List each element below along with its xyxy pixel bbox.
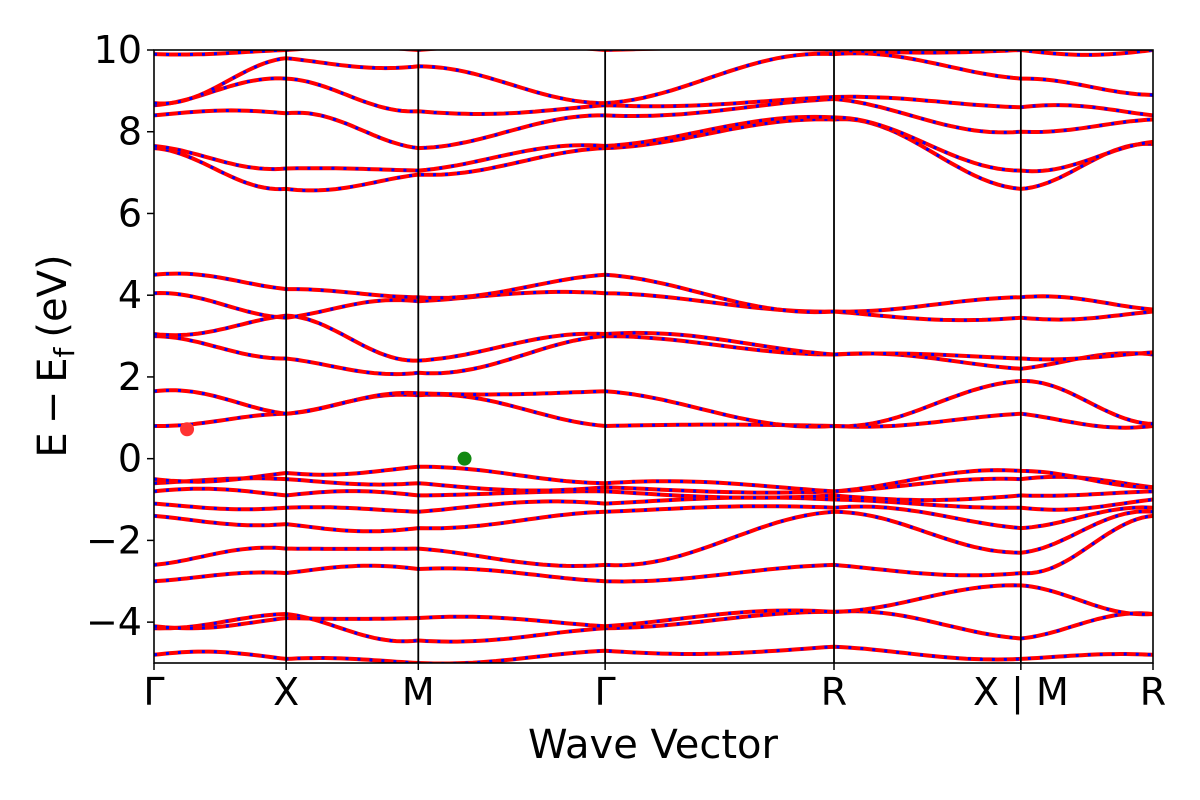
band-spin-down <box>154 379 1153 429</box>
band-spin-down <box>154 117 1153 192</box>
x-axis-ticks: Γ X M Γ R X | M R <box>143 663 1166 715</box>
x-tick-label: R <box>1140 670 1166 714</box>
y-tick-label: 8 <box>118 110 142 154</box>
extrema-markers <box>180 422 472 466</box>
y-axis-title: E−Ef(eV) <box>30 254 81 457</box>
band-spin-up <box>154 334 1153 377</box>
band-spin-up <box>154 644 1153 663</box>
x-tick-label: Γ <box>595 670 616 714</box>
y-tick-label: 6 <box>118 191 142 235</box>
y-tick-label: 10 <box>94 28 142 72</box>
band-spin-up <box>154 474 1153 495</box>
x-tick-label: Γ <box>143 670 164 714</box>
band-spin-down <box>154 510 1153 568</box>
band-spin-up <box>154 583 1153 631</box>
x-tick-label: X <box>273 670 299 714</box>
cbm-marker <box>180 422 195 437</box>
x-axis-title: Wave Vector <box>528 722 779 768</box>
plot-frame <box>153 49 1154 664</box>
band-spin-up <box>154 117 1153 193</box>
y-tick-label: −2 <box>86 518 142 562</box>
band-spin-up <box>154 51 1153 106</box>
y-tick-label: 4 <box>118 273 142 317</box>
y-tick-label: 0 <box>118 437 142 481</box>
band-spin-down <box>154 272 1153 314</box>
y-tick-label: 2 <box>118 355 142 399</box>
x-tick-label: R <box>821 670 847 714</box>
band-spin-up <box>154 271 1153 315</box>
y-tick-label: −4 <box>86 600 142 644</box>
band-spin-up <box>154 509 1153 569</box>
x-tick-label: M <box>402 670 435 714</box>
bands-layer <box>154 50 1153 663</box>
band-spin-up <box>154 379 1153 429</box>
x-tick-label: X | M <box>973 670 1069 715</box>
k-point-lines <box>285 50 1022 663</box>
vbm-marker <box>457 451 472 466</box>
y-axis-ticks: 10 8 6 4 2 0 −2 −4 <box>86 28 154 644</box>
